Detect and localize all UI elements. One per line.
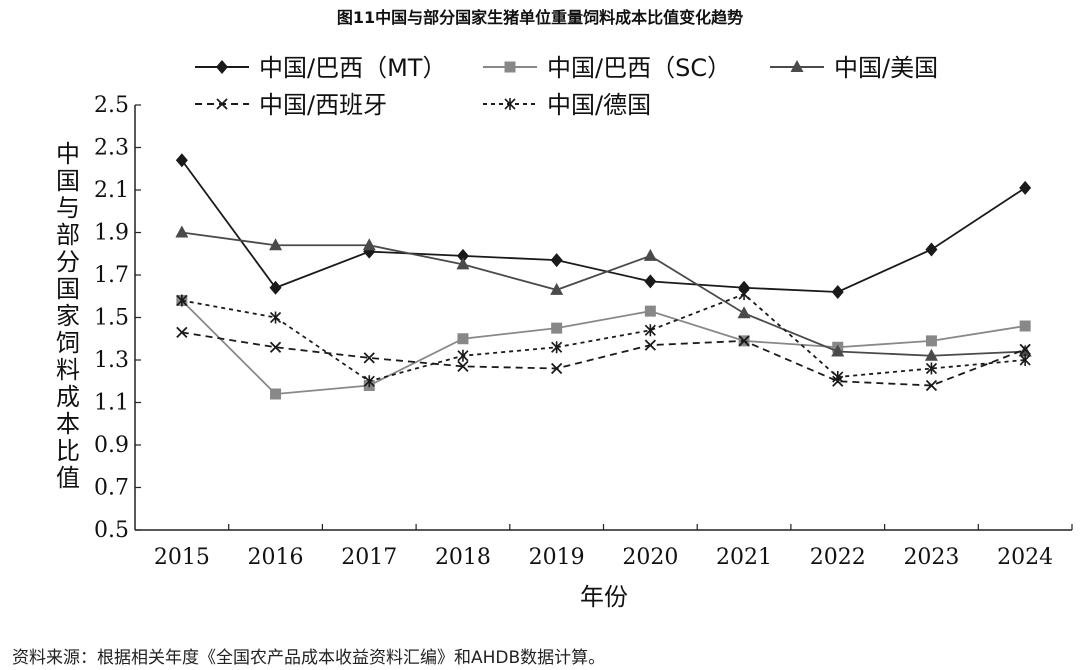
data-point <box>738 288 750 301</box>
legend-item-2: 中国/美国 <box>770 54 938 82</box>
data-point <box>269 311 282 324</box>
data-point <box>925 242 938 257</box>
series-line <box>181 159 1026 293</box>
data-point <box>925 335 937 347</box>
y-tick-label: 1.7 <box>94 263 129 288</box>
y-tick-label: 2.3 <box>94 136 129 161</box>
legend-marker <box>216 98 228 110</box>
legend-item-3: 中国/西班牙 <box>195 91 387 119</box>
data-point <box>644 324 656 337</box>
series-line <box>181 331 1026 387</box>
data-point <box>457 349 469 362</box>
x-tick-label: 2020 <box>622 545 678 570</box>
data-point <box>925 362 938 375</box>
data-point <box>924 348 938 361</box>
series-line <box>181 299 1026 395</box>
data-point <box>269 280 282 295</box>
y-tick-label: 2.1 <box>94 178 129 203</box>
legend-marker <box>216 60 228 74</box>
x-tick-label: 2022 <box>810 545 866 570</box>
data-point <box>550 253 563 268</box>
y-tick-label: 1.9 <box>94 221 129 246</box>
data-point <box>925 379 938 392</box>
data-point <box>551 341 563 354</box>
legend-label: 中国/德国 <box>547 91 651 119</box>
source-note: 资料来源：根据相关年度《全国农产品成本收益资料汇编》和AHDB数据计算。 <box>12 648 606 668</box>
data-point <box>457 360 469 373</box>
legend-marker <box>504 98 516 110</box>
x-tick-label: 2021 <box>716 545 772 570</box>
chart-axes: 0.5 0.7 0.9 1.1 1.3 1.5 1.7 1.9 2.1 2.3 2.5 2015 201… <box>94 93 1073 570</box>
data-point <box>551 322 563 334</box>
data-point <box>644 274 657 289</box>
x-tick-label: 2019 <box>529 545 585 570</box>
data-point <box>1019 180 1032 195</box>
data-point <box>269 238 283 251</box>
data-point <box>644 305 656 317</box>
data-point <box>176 294 188 307</box>
series-4 <box>176 288 1031 388</box>
legend-item-1: 中国/巴西（SC） <box>483 54 731 82</box>
chart-title: 图11中国与部分国家生猪单位重量饲料成本比值变化趋势 <box>336 8 744 27</box>
series-layer <box>175 153 1032 400</box>
x-tick-label: 2018 <box>435 545 491 570</box>
y-tick-label: 1.5 <box>94 306 129 331</box>
legend-marker <box>790 60 804 72</box>
legend-label: 中国/美国 <box>834 54 938 82</box>
legend-item-4: 中国/德国 <box>483 91 651 119</box>
x-tick-label: 2023 <box>903 545 959 570</box>
data-point <box>738 335 750 347</box>
data-point <box>551 362 563 375</box>
x-tick-label: 2015 <box>154 545 210 570</box>
legend-label: 中国/巴西（MT） <box>259 54 446 82</box>
legend-label: 中国/巴西（SC） <box>547 54 731 82</box>
data-point <box>175 225 189 238</box>
data-point <box>363 375 375 388</box>
x-tick-label: 2016 <box>248 545 304 570</box>
y-axis-title: 中国与部分国家饲料成本比值 <box>56 140 80 492</box>
x-tick-label: 2017 <box>341 545 397 570</box>
data-point <box>269 341 282 353</box>
series-line <box>181 293 1026 383</box>
y-tick-label: 2.5 <box>94 93 129 118</box>
data-point <box>1019 320 1031 332</box>
legend-marker <box>504 61 516 73</box>
x-tick-label: 2024 <box>997 545 1053 570</box>
series-0 <box>175 153 1032 299</box>
data-point <box>175 153 188 168</box>
x-axis-title: 年份 <box>580 583 628 611</box>
y-tick-label: 1.3 <box>94 348 129 373</box>
legend-item-0: 中国/巴西（MT） <box>195 54 446 82</box>
legend-label: 中国/西班牙 <box>259 91 387 119</box>
data-point <box>644 339 656 351</box>
data-point <box>1019 354 1031 366</box>
y-tick-label: 0.9 <box>94 433 129 458</box>
series-2 <box>175 225 1032 361</box>
data-point <box>456 257 470 270</box>
data-point <box>362 238 376 251</box>
data-point <box>270 388 282 400</box>
y-tick-label: 0.5 <box>94 518 129 543</box>
data-point <box>457 333 469 345</box>
data-point <box>737 306 751 319</box>
data-point <box>643 248 657 261</box>
y-tick-label: 0.7 <box>94 476 129 501</box>
data-point <box>831 344 845 357</box>
data-point <box>831 285 844 299</box>
y-tick-label: 1.1 <box>94 391 129 416</box>
data-point <box>363 352 375 364</box>
data-point <box>456 248 469 263</box>
data-point <box>832 371 844 383</box>
data-point <box>176 326 188 339</box>
data-point <box>550 282 564 295</box>
series-line <box>181 231 1026 357</box>
chart-canvas: 0.5 0.7 0.9 1.1 1.3 1.5 1.7 1.9 2.1 2.3 2.5 2015 201… <box>56 54 1073 611</box>
data-point <box>1019 343 1031 356</box>
